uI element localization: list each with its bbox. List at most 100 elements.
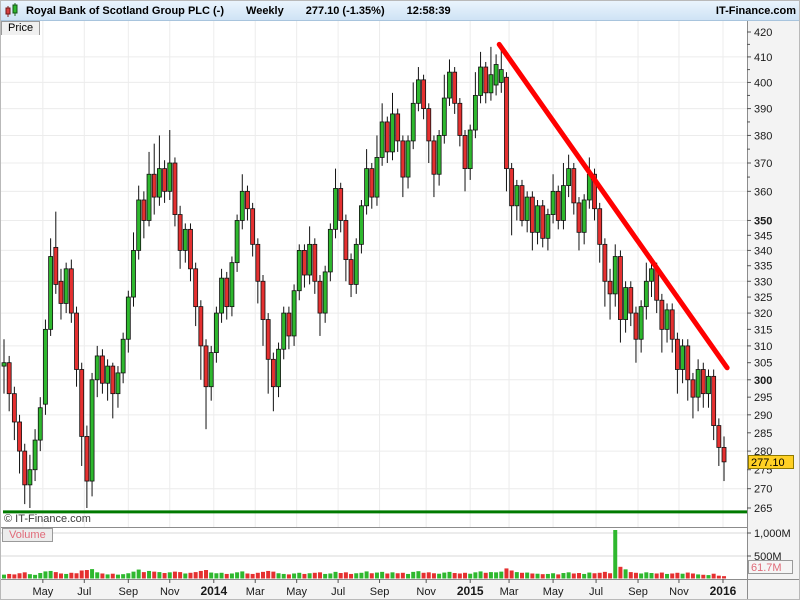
x-tick-label: Mar [500, 586, 519, 598]
x-axis: May Jul Sep Nov 2014 Mar May Jul Sep Nov 2015 Mar Ma… [32, 579, 737, 598]
x-tick-label: 2015 [457, 584, 484, 598]
candle-down [711, 375, 717, 426]
candle-up [1, 362, 7, 367]
volume-bar-down [628, 572, 633, 579]
copyright-watermark: © IT-Finance.com [4, 513, 91, 525]
volume-bar-up [359, 572, 364, 579]
candle-down [529, 196, 535, 233]
candle-down [457, 102, 463, 136]
volume-bar-down [400, 572, 405, 579]
volume-bar-down [53, 572, 58, 579]
candle-up [229, 262, 235, 308]
candle-down [193, 268, 199, 308]
tab-price[interactable]: Price [1, 21, 41, 35]
volume-bar-down [58, 573, 63, 579]
volume-bar-up [229, 573, 234, 579]
price-tick-label: 380 [754, 130, 772, 142]
volume-bar-up [95, 572, 100, 579]
volume-bar-up [545, 573, 550, 579]
candle-up [441, 97, 447, 136]
candle-down [53, 246, 59, 285]
candle-up [239, 190, 245, 221]
candle-down [110, 365, 116, 395]
candle-down [602, 243, 608, 282]
price-tick-label: 310 [754, 341, 772, 353]
volume-bar-up [411, 571, 416, 579]
volume-bar-up [219, 572, 224, 579]
volume-bar-down [261, 571, 265, 579]
candle-up [182, 228, 188, 251]
candle-down [628, 287, 634, 314]
volume-bar-down [540, 574, 545, 579]
volume-bar-up [473, 572, 478, 579]
volume-bar-up [478, 571, 483, 579]
volume-bar-up [281, 573, 286, 579]
x-tick-label: Jul [77, 586, 91, 598]
volume-bar-down [670, 573, 675, 579]
volume-bar-down [193, 572, 198, 579]
price-tick-label: 400 [754, 77, 772, 89]
candle-down [592, 173, 597, 210]
volume-bar-up [167, 572, 172, 579]
candle-up [37, 407, 43, 441]
volume-bar-down [618, 566, 623, 579]
candle-up [405, 140, 411, 178]
price-tick-label: 410 [754, 52, 772, 64]
volume-bar-up [364, 571, 369, 579]
price-tick-label: 265 [754, 503, 772, 515]
volume-bar-down [152, 571, 157, 579]
volume-bar-down [385, 573, 390, 579]
volume-bar-down [338, 573, 343, 579]
candle-down [431, 140, 437, 175]
volume-bar-down [716, 575, 721, 579]
price-tick-label: 340 [754, 245, 772, 257]
volume-bar-down [701, 574, 706, 579]
candle-up [447, 71, 452, 99]
candle-down [716, 425, 722, 448]
tab-volume[interactable]: Volume [2, 528, 53, 542]
vertical-gridlines [42, 21, 724, 527]
x-tick-label: May [32, 586, 53, 598]
volume-bar-up [115, 574, 120, 579]
candle-down [400, 140, 406, 178]
x-tick-label: Nov [160, 586, 180, 598]
candle-down [395, 113, 401, 142]
candles[interactable] [1, 46, 727, 509]
volume-bar-down [17, 573, 22, 579]
volume-bar-down [224, 573, 229, 579]
candle-down [555, 190, 561, 221]
candle-up [27, 469, 33, 486]
candle-up [276, 348, 281, 388]
candle-up [43, 328, 48, 405]
x-tick-label: Jul [331, 586, 345, 598]
candle-up [364, 168, 370, 207]
trend-line[interactable] [496, 41, 730, 371]
volume-bar-up [354, 573, 359, 579]
volume-bar-down [426, 572, 431, 579]
volume-bar-up [307, 573, 312, 579]
candle-up [213, 312, 219, 353]
candle-up [89, 379, 95, 482]
candle-up [322, 271, 328, 314]
instrument-title: Royal Bank of Scotland Group PLC (-) [26, 4, 225, 17]
candle-up [436, 135, 442, 175]
volume-bar-down [571, 573, 576, 579]
candle-down [669, 309, 675, 340]
candle-up [359, 205, 364, 245]
candle-down [265, 319, 271, 360]
candle-up [467, 129, 473, 170]
candle-down [576, 202, 582, 233]
candle-up [514, 185, 520, 207]
plot-background [1, 21, 747, 579]
volume-bar-down [369, 573, 374, 579]
x-tick-label: Nov [416, 586, 436, 598]
candle-up [291, 290, 297, 337]
candlestick-chart[interactable]: 420 410 400 390 380 370 360 350 345 340 335 330 325 3… [1, 21, 800, 600]
volume-bar-up [105, 574, 110, 579]
volume-bar-up [297, 572, 302, 579]
volume-bar-down [245, 573, 250, 579]
candle-up [472, 95, 478, 131]
candle-down [659, 299, 665, 330]
candle-down [79, 369, 85, 437]
